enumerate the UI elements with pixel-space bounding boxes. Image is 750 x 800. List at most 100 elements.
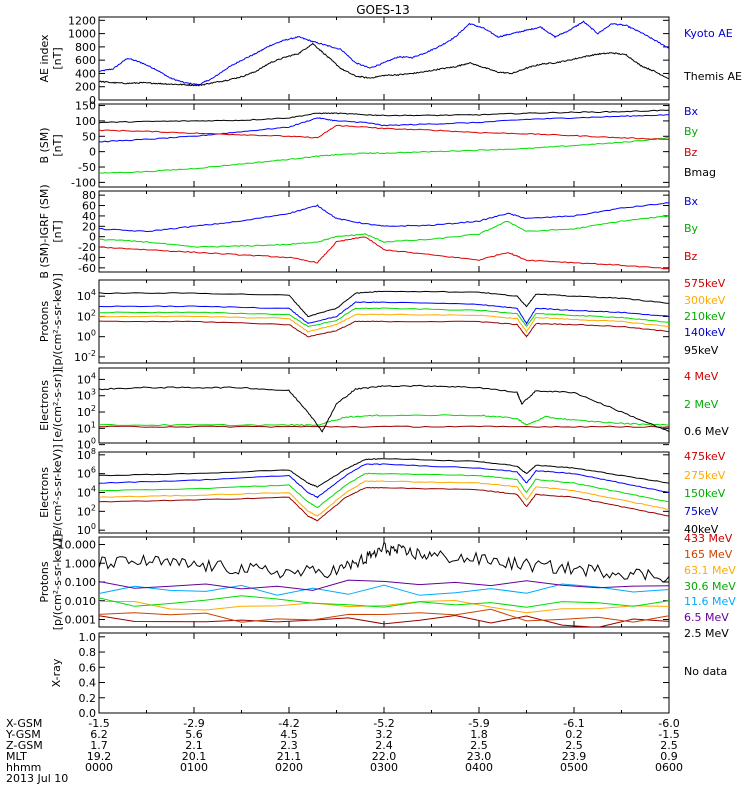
legend-4-mev: 4 MeV bbox=[684, 370, 719, 383]
y-tick-exponent: 0 bbox=[91, 522, 96, 531]
y-axis-label: Electrons bbox=[38, 380, 51, 431]
footer-value: 0200 bbox=[275, 761, 303, 774]
panel-frame bbox=[98, 190, 670, 273]
series-line-30-6-mev bbox=[99, 595, 669, 608]
footer-value: -1.5 bbox=[658, 728, 679, 741]
y-tick-label: 0.6 bbox=[79, 661, 97, 674]
y-tick-label: 106 bbox=[77, 466, 96, 481]
y-tick-label: 20 bbox=[82, 220, 96, 233]
footer-value: -5.2 bbox=[373, 717, 394, 730]
plot-title: GOES-13 bbox=[356, 3, 410, 17]
legend-bz: Bz bbox=[684, 146, 698, 159]
footer-value: 0.9 bbox=[660, 750, 678, 763]
panel-7: 0.001 0.010 0.100 1.000 10.000 Protons [p/(cm²… bbox=[38, 532, 736, 640]
series-line-300kev bbox=[99, 313, 669, 334]
legend-433-mev: 433 MeV bbox=[684, 532, 733, 545]
series-line-165-mev bbox=[99, 608, 669, 623]
footer-value: 2.5 bbox=[470, 739, 488, 752]
footer-row-label: 2013 Jul 10 bbox=[6, 772, 68, 785]
y-tick-label: 150 bbox=[75, 100, 96, 113]
y-tick-label: 40 bbox=[82, 210, 96, 223]
y-axis-label: B (SM) bbox=[38, 127, 51, 163]
y-tick-label: -20 bbox=[78, 241, 96, 254]
y-tick-label: -40 bbox=[78, 251, 96, 264]
y-tick-label: 108 bbox=[77, 447, 96, 462]
footer-value: 3.2 bbox=[375, 728, 393, 741]
panel-frame bbox=[98, 367, 670, 444]
y-tick-label: 100 bbox=[77, 522, 96, 537]
y-tick-exponent: 3 bbox=[91, 388, 96, 397]
y-tick-label: 0 bbox=[89, 146, 96, 159]
footer-value: 2.5 bbox=[660, 739, 678, 752]
y-axis-label: Protons bbox=[38, 301, 51, 342]
y-tick-exponent: 0 bbox=[91, 329, 96, 338]
footer-row-label: X-GSM bbox=[6, 717, 42, 730]
legend-300kev: 300keV bbox=[684, 294, 726, 307]
footer-value: -4.2 bbox=[278, 717, 299, 730]
legend-by: By bbox=[684, 222, 699, 235]
y-tick-exponent: 4 bbox=[91, 288, 96, 297]
series-line-by bbox=[99, 137, 669, 174]
y-axis-unit: [e/(cm²-s-sr)] bbox=[51, 369, 64, 442]
y-tick-label: 100 bbox=[77, 329, 96, 344]
legend-75kev: 75keV bbox=[684, 505, 719, 518]
series-line-140kev bbox=[99, 301, 669, 326]
footer-value: -1.5 bbox=[88, 717, 109, 730]
y-tick-exponent: 6 bbox=[91, 466, 96, 475]
legend-575kev: 575keV bbox=[684, 277, 726, 290]
footer-value: 0100 bbox=[180, 761, 208, 774]
y-axis-unit: [e/(cm²-s-sr-keV)] bbox=[51, 444, 64, 540]
y-tick-exponent: 8 bbox=[91, 447, 96, 456]
footer-value: 0600 bbox=[655, 761, 683, 774]
series-line-210kev bbox=[99, 307, 669, 328]
footer-row-label: Y-GSM bbox=[5, 728, 41, 741]
y-axis-unit: [nT] bbox=[51, 220, 64, 242]
panel-frame bbox=[98, 632, 670, 714]
footer-value: 19.2 bbox=[87, 750, 112, 763]
footer-value: -6.1 bbox=[563, 717, 584, 730]
y-tick-label: 1.0 bbox=[79, 631, 97, 644]
footer-value: 6.2 bbox=[90, 728, 108, 741]
y-tick-label: 1.000 bbox=[65, 557, 97, 570]
legend-bx: Bx bbox=[684, 105, 699, 118]
footer-value: 23.0 bbox=[467, 750, 492, 763]
y-tick-label: 102 bbox=[77, 404, 96, 419]
series-line-themis-ae bbox=[99, 42, 669, 87]
series-line-75kev bbox=[99, 463, 669, 499]
y-axis-label: X-ray bbox=[50, 658, 63, 687]
y-tick-exponent: 2 bbox=[91, 308, 96, 317]
footer-value: 4.5 bbox=[280, 728, 298, 741]
series-line-bz bbox=[99, 236, 669, 270]
y-tick-label: -50 bbox=[78, 161, 96, 174]
series-line-433-mev bbox=[99, 614, 669, 627]
y-tick-label: 0.100 bbox=[65, 576, 97, 589]
legend-bmag: Bmag bbox=[684, 166, 716, 179]
footer-value: -6.0 bbox=[658, 717, 679, 730]
y-tick-label: 1200 bbox=[68, 14, 96, 27]
y-tick-label: 100 bbox=[75, 115, 96, 128]
y-tick-label: 800 bbox=[75, 41, 96, 54]
y-tick-exponent: 4 bbox=[91, 485, 96, 494]
y-tick-label: -100 bbox=[71, 176, 96, 189]
footer-value: 1.8 bbox=[470, 728, 488, 741]
footer-value: 21.1 bbox=[277, 750, 302, 763]
series-line-6-5-mev bbox=[99, 579, 669, 591]
legend-2-mev: 2 MeV bbox=[684, 398, 719, 411]
y-axis-label: AE index bbox=[38, 34, 51, 83]
y-tick-label: 101 bbox=[77, 420, 96, 435]
y-tick-label: 0 bbox=[89, 94, 96, 107]
footer-value: 2.5 bbox=[565, 739, 583, 752]
series-line-by bbox=[99, 215, 669, 248]
y-tick-label: 10.000 bbox=[58, 539, 97, 552]
series-line-575kev bbox=[99, 320, 669, 338]
y-tick-exponent: 2 bbox=[91, 404, 96, 413]
legend-140kev: 140keV bbox=[684, 326, 726, 339]
y-tick-label: 600 bbox=[75, 54, 96, 67]
legend-40kev: 40keV bbox=[684, 523, 719, 536]
legend-by: By bbox=[684, 125, 699, 138]
legend-themis-ae: Themis AE bbox=[683, 70, 742, 83]
series-line-bz bbox=[99, 124, 669, 140]
footer-row-label: hhmm bbox=[6, 761, 41, 774]
